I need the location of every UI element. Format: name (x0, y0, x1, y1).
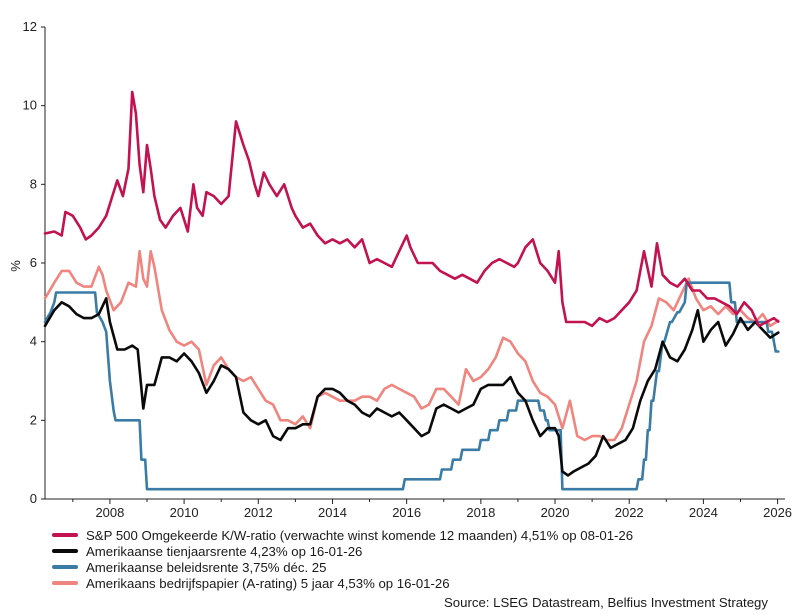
source-note: Source: LSEG Datastream, Belfius Investm… (444, 595, 768, 610)
series-line-1 (43, 297, 780, 477)
y-axis-label: % (8, 260, 23, 272)
legend-label: Amerikaanse beleidsrente 3,75% déc. 25 (86, 559, 327, 575)
legend-item: S&P 500 Omgekeerde K/W-ratio (verwachte … (52, 527, 802, 543)
y-tick-label: 10 (23, 98, 37, 113)
y-tick-label: 2 (30, 412, 37, 427)
series-line-0 (43, 90, 780, 328)
legend: S&P 500 Omgekeerde K/W-ratio (verwachte … (52, 527, 802, 591)
y-axis: 0 2 4 6 8 10 12 (23, 19, 45, 506)
x-tick-label: 2012 (244, 505, 273, 520)
legend-swatch (52, 581, 78, 585)
series-line-3 (43, 249, 780, 442)
y-tick-label: 12 (23, 19, 37, 34)
x-tick-label: 2026 (763, 505, 792, 520)
y-tick-label: 6 (30, 255, 37, 270)
legend-swatch (52, 549, 78, 553)
legend-label: S&P 500 Omgekeerde K/W-ratio (verwachte … (86, 527, 634, 543)
x-tick-label: 2022 (615, 505, 644, 520)
x-tick-label: 2008 (95, 505, 124, 520)
legend-item: Amerikaanse tienjaarsrente 4,23% op 16-0… (52, 543, 802, 559)
y-tick-label: 4 (30, 334, 37, 349)
x-tick-label: 2024 (689, 505, 718, 520)
legend-swatch (52, 565, 78, 569)
x-tick-label: 2020 (541, 505, 570, 520)
x-tick-label: 2018 (466, 505, 495, 520)
y-tick-label: 8 (30, 176, 37, 191)
legend-swatch (52, 533, 78, 537)
x-tick-label: 2016 (392, 505, 421, 520)
legend-label: Amerikaanse tienjaarsrente 4,23% op 16-0… (86, 543, 363, 559)
x-tick-label: 2010 (170, 505, 199, 520)
x-axis: 2008 2010 2012 2014 2016 2018 2020 2022 2024 2026 (72, 499, 792, 520)
legend-item: Amerikaans bedrijfspapier (A-rating) 5 j… (52, 575, 802, 591)
legend-item: Amerikaanse beleidsrente 3,75% déc. 25 (52, 559, 802, 575)
legend-label: Amerikaans bedrijfspapier (A-rating) 5 j… (86, 575, 450, 591)
series-line-2 (43, 281, 780, 491)
y-tick-label: 0 (30, 491, 37, 506)
series-lines (43, 90, 780, 491)
x-tick-label: 2014 (318, 505, 347, 520)
